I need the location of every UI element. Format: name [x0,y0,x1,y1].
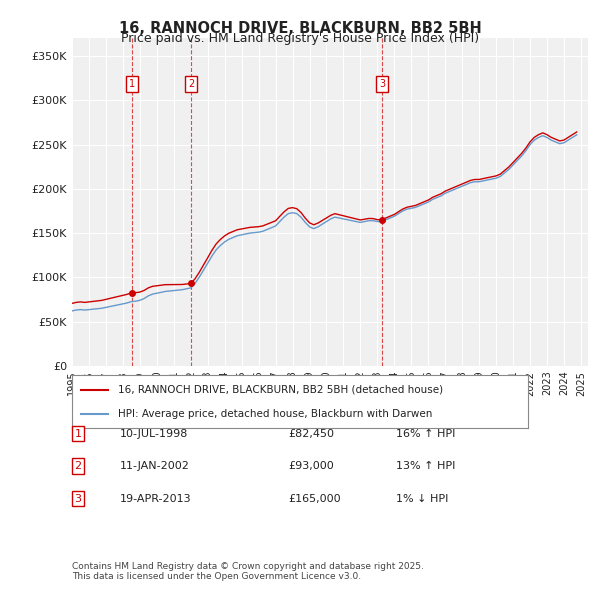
Text: 13% ↑ HPI: 13% ↑ HPI [396,461,455,471]
Text: 1: 1 [128,79,135,89]
Text: 1: 1 [74,429,82,438]
Text: 2: 2 [188,79,194,89]
Text: 3: 3 [379,79,385,89]
Text: 3: 3 [74,494,82,503]
Text: 2: 2 [74,461,82,471]
Text: 19-APR-2013: 19-APR-2013 [120,494,191,503]
Text: £82,450: £82,450 [288,429,334,438]
Text: £93,000: £93,000 [288,461,334,471]
Text: 16, RANNOCH DRIVE, BLACKBURN, BB2 5BH (detached house): 16, RANNOCH DRIVE, BLACKBURN, BB2 5BH (d… [118,385,443,395]
Text: 16, RANNOCH DRIVE, BLACKBURN, BB2 5BH: 16, RANNOCH DRIVE, BLACKBURN, BB2 5BH [119,21,481,35]
Text: Price paid vs. HM Land Registry's House Price Index (HPI): Price paid vs. HM Land Registry's House … [121,32,479,45]
Text: 16% ↑ HPI: 16% ↑ HPI [396,429,455,438]
Text: 10-JUL-1998: 10-JUL-1998 [120,429,188,438]
Text: £165,000: £165,000 [288,494,341,503]
Text: HPI: Average price, detached house, Blackburn with Darwen: HPI: Average price, detached house, Blac… [118,409,432,419]
Text: Contains HM Land Registry data © Crown copyright and database right 2025.
This d: Contains HM Land Registry data © Crown c… [72,562,424,581]
Text: 1% ↓ HPI: 1% ↓ HPI [396,494,448,503]
Text: 11-JAN-2002: 11-JAN-2002 [120,461,190,471]
